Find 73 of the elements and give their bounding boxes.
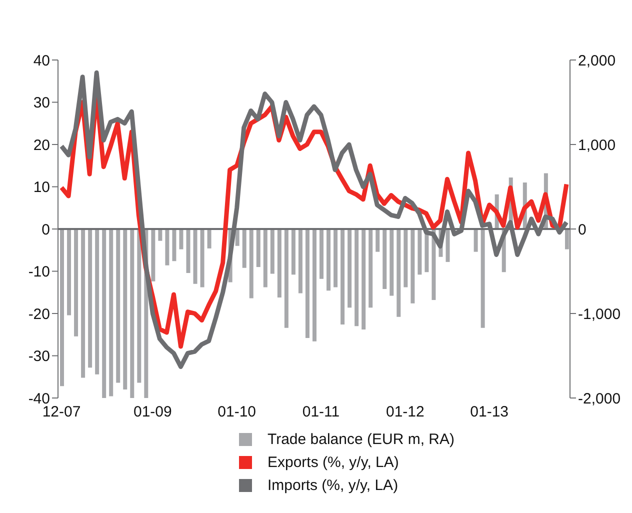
bar bbox=[60, 229, 64, 386]
bar bbox=[326, 229, 331, 291]
bar bbox=[74, 229, 78, 336]
y2-tick-label: -1,000 bbox=[578, 306, 621, 323]
bar bbox=[67, 229, 72, 316]
bar bbox=[207, 229, 212, 248]
legend-label: Exports (%, y/y, LA) bbox=[267, 453, 399, 473]
bar bbox=[291, 229, 296, 275]
bar bbox=[137, 229, 142, 383]
bar bbox=[88, 229, 92, 368]
bar bbox=[390, 229, 394, 296]
y-tick-label: 10 bbox=[33, 179, 50, 196]
bar bbox=[474, 229, 478, 252]
bar bbox=[312, 229, 316, 342]
bar bbox=[277, 229, 282, 298]
bar bbox=[95, 229, 100, 374]
x-tick-label: 01-10 bbox=[218, 404, 256, 421]
bar bbox=[396, 229, 401, 317]
bar bbox=[368, 229, 373, 308]
legend-label: Imports (%, y/y, LA) bbox=[267, 476, 398, 496]
y-tick-label: -30 bbox=[28, 348, 50, 366]
x-tick-label: 01-09 bbox=[133, 404, 172, 421]
bar bbox=[284, 229, 288, 328]
bar bbox=[151, 229, 156, 282]
bar bbox=[418, 229, 422, 275]
y2-tick-label: 1,000 bbox=[578, 136, 616, 154]
x-tick-label: 01-11 bbox=[302, 404, 340, 421]
bar bbox=[130, 229, 134, 398]
bar bbox=[179, 229, 184, 250]
y-tick-label: 40 bbox=[33, 52, 50, 70]
bar bbox=[186, 229, 190, 273]
y2-tick-label: -2,000 bbox=[578, 390, 621, 408]
bar bbox=[305, 229, 310, 338]
bar bbox=[193, 229, 198, 284]
y-tick-label: 0 bbox=[42, 221, 50, 238]
y-tick-label: -20 bbox=[28, 306, 50, 323]
bar bbox=[102, 229, 106, 398]
bar bbox=[298, 229, 302, 294]
bar bbox=[404, 229, 408, 288]
y-tick-label: 30 bbox=[33, 94, 50, 112]
bar bbox=[376, 229, 380, 252]
bar bbox=[564, 229, 569, 250]
bar bbox=[200, 229, 204, 288]
bar bbox=[263, 229, 268, 288]
bar bbox=[446, 229, 450, 262]
legend-label: Trade balance (EUR m, RA) bbox=[267, 430, 454, 450]
bar bbox=[242, 229, 246, 268]
bar bbox=[81, 229, 86, 378]
bar bbox=[165, 229, 170, 266]
y-tick-label: -10 bbox=[28, 264, 50, 281]
bar bbox=[109, 229, 114, 396]
bar bbox=[354, 229, 359, 326]
bar bbox=[382, 229, 387, 289]
x-tick-label: 01-13 bbox=[470, 404, 509, 421]
bar bbox=[123, 229, 128, 390]
bar bbox=[116, 229, 120, 383]
bar bbox=[362, 229, 366, 330]
bar bbox=[334, 229, 338, 288]
y2-tick-label: 2,000 bbox=[578, 52, 616, 70]
bar bbox=[249, 229, 254, 298]
bar bbox=[410, 229, 415, 304]
bar bbox=[270, 229, 274, 274]
bar bbox=[340, 229, 345, 324]
bar bbox=[348, 229, 352, 308]
bar bbox=[172, 229, 176, 262]
bar bbox=[158, 229, 162, 241]
bar bbox=[256, 229, 260, 268]
bar bbox=[320, 229, 324, 279]
bar bbox=[480, 229, 485, 328]
x-tick-label: 01-12 bbox=[386, 404, 424, 421]
bar bbox=[235, 229, 240, 246]
y2-tick-label: 0 bbox=[578, 221, 586, 238]
y-tick-label: 20 bbox=[33, 136, 50, 154]
